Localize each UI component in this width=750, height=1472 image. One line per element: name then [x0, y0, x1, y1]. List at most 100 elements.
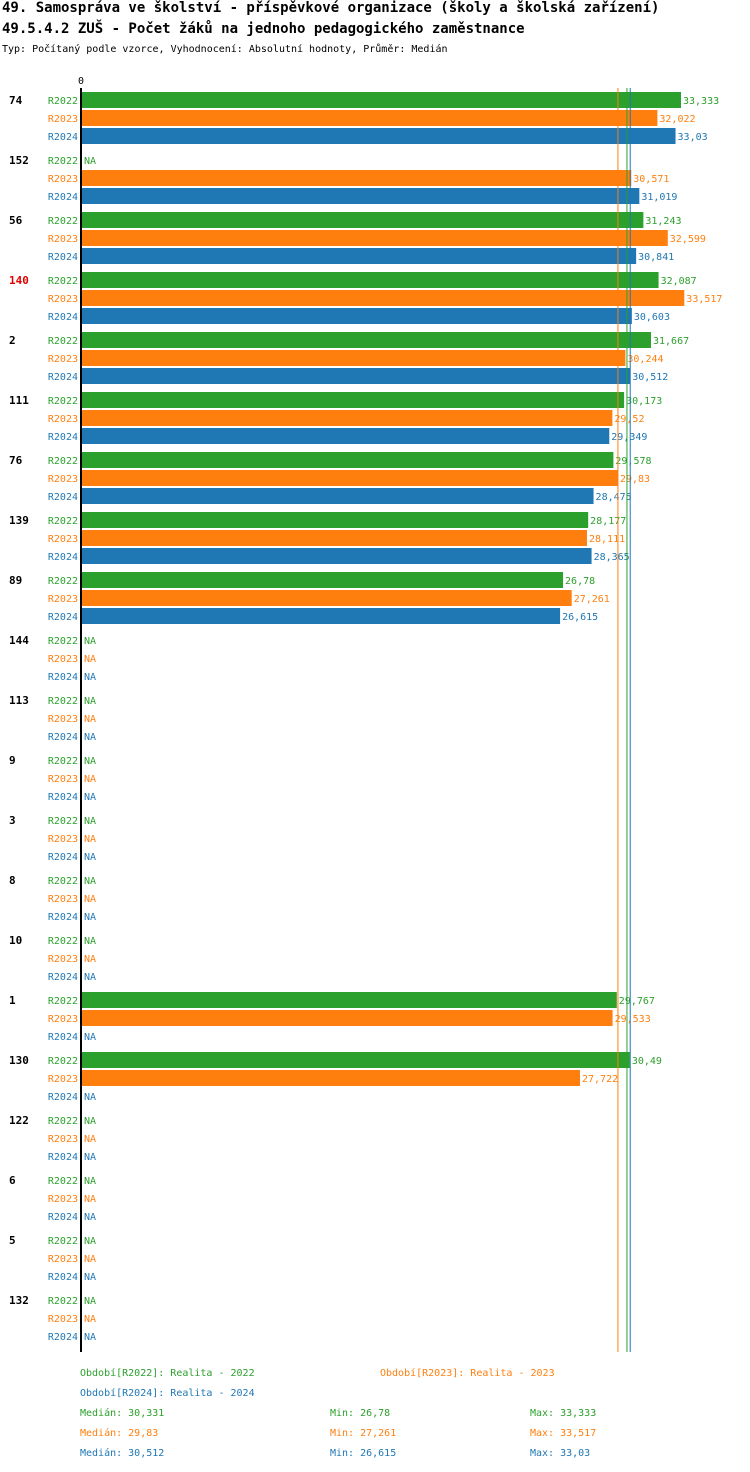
bar — [81, 188, 640, 204]
data-label: 30,173 — [626, 396, 662, 407]
data-label: 32,022 — [659, 114, 695, 125]
na-label: NA — [84, 1176, 96, 1187]
na-label: NA — [84, 756, 96, 767]
category-label: 8 — [9, 874, 16, 887]
series-label: R2022 — [48, 456, 78, 467]
series-label: R2023 — [48, 1254, 78, 1265]
series-label: R2024 — [48, 132, 78, 143]
data-label: 32,087 — [661, 276, 697, 287]
series-label: R2022 — [48, 1176, 78, 1187]
data-label: 31,243 — [645, 216, 681, 227]
na-label: NA — [84, 972, 96, 983]
data-label: 29,767 — [619, 996, 655, 1007]
bar — [81, 530, 587, 546]
category-label: 10 — [9, 934, 22, 947]
series-label: R2023 — [48, 414, 78, 425]
data-label: 26,78 — [565, 576, 595, 587]
category-label: 132 — [9, 1294, 29, 1307]
bar — [81, 248, 637, 264]
bar — [81, 230, 668, 246]
bar — [81, 590, 572, 606]
data-label: 27,722 — [582, 1074, 618, 1085]
data-label: 29,83 — [620, 474, 650, 485]
na-label: NA — [84, 1032, 96, 1043]
series-label: R2024 — [48, 1212, 78, 1223]
axis-zero-label: 0 — [78, 76, 84, 87]
bar — [81, 488, 594, 504]
category-label: 152 — [9, 154, 29, 167]
na-label: NA — [84, 1092, 96, 1103]
data-label: 28,475 — [596, 492, 632, 503]
bar — [81, 410, 613, 426]
na-label: NA — [84, 936, 96, 947]
category-label: 3 — [9, 814, 16, 827]
series-label: R2022 — [48, 1056, 78, 1067]
series-label: R2023 — [48, 1194, 78, 1205]
bar — [81, 392, 625, 408]
category-label: 74 — [9, 94, 23, 107]
stat-min-r2022: Min: 26,78 — [330, 1408, 391, 1419]
series-label: R2022 — [48, 1116, 78, 1127]
na-label: NA — [84, 156, 96, 167]
na-label: NA — [84, 654, 96, 665]
bar — [81, 272, 659, 288]
bar — [81, 452, 614, 468]
bar — [81, 470, 618, 486]
na-label: NA — [84, 894, 96, 905]
data-label: 30,571 — [633, 174, 669, 185]
series-label: R2022 — [48, 516, 78, 527]
data-label: 33,03 — [678, 132, 708, 143]
series-label: R2024 — [48, 912, 78, 923]
na-label: NA — [84, 1236, 96, 1247]
legend-r2023: Období[R2023]: Realita - 2023 — [380, 1368, 555, 1379]
data-label: 30,603 — [634, 312, 670, 323]
series-label: R2024 — [48, 1092, 78, 1103]
series-label: R2024 — [48, 432, 78, 443]
series-label: R2022 — [48, 936, 78, 947]
category-label: 130 — [9, 1054, 29, 1067]
na-label: NA — [84, 696, 96, 707]
series-label: R2024 — [48, 1152, 78, 1163]
data-label: 29,578 — [615, 456, 651, 467]
series-label: R2022 — [48, 396, 78, 407]
data-label: 29,533 — [615, 1014, 651, 1025]
bar — [81, 608, 561, 624]
series-label: R2024 — [48, 672, 78, 683]
bar — [81, 110, 658, 126]
series-label: R2023 — [48, 354, 78, 365]
series-label: R2024 — [48, 1272, 78, 1283]
bar — [81, 290, 685, 306]
series-label: R2022 — [48, 816, 78, 827]
series-label: R2022 — [48, 156, 78, 167]
na-label: NA — [84, 1272, 96, 1283]
na-label: NA — [84, 1134, 96, 1145]
data-label: 30,512 — [632, 372, 668, 383]
series-label: R2023 — [48, 594, 78, 605]
series-label: R2022 — [48, 216, 78, 227]
category-label: 111 — [9, 394, 29, 407]
series-label: R2024 — [48, 552, 78, 563]
data-label: 28,365 — [594, 552, 630, 563]
category-label: 144 — [9, 634, 29, 647]
na-label: NA — [84, 912, 96, 923]
category-label: 89 — [9, 574, 22, 587]
series-label: R2023 — [48, 834, 78, 845]
na-label: NA — [84, 792, 96, 803]
na-label: NA — [84, 852, 96, 863]
na-label: NA — [84, 1116, 96, 1127]
series-label: R2023 — [48, 1014, 78, 1025]
bar — [81, 1010, 613, 1026]
series-label: R2023 — [48, 174, 78, 185]
category-label: 6 — [9, 1174, 16, 1187]
series-label: R2024 — [48, 612, 78, 623]
data-label: 30,244 — [627, 354, 663, 365]
series-label: R2023 — [48, 774, 78, 785]
series-label: R2023 — [48, 1314, 78, 1325]
na-label: NA — [84, 672, 96, 683]
series-label: R2023 — [48, 894, 78, 905]
data-label: 27,261 — [574, 594, 610, 605]
bar — [81, 308, 632, 324]
data-label: 33,333 — [683, 96, 719, 107]
data-label: 28,111 — [589, 534, 625, 545]
stat-min-r2024: Min: 26,615 — [330, 1448, 397, 1459]
